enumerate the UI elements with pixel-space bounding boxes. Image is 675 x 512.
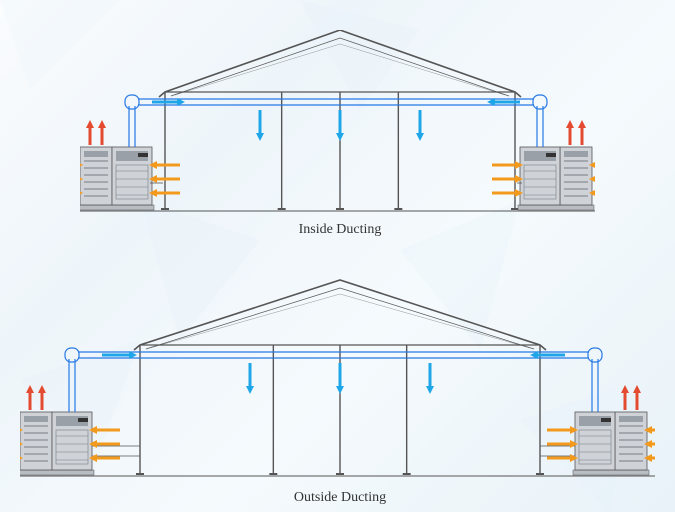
caption-inside: Inside Ducting: [240, 222, 440, 238]
diagram-inside: [80, 30, 595, 220]
diagram-canvas: Inside Ducting Outside Ducting: [0, 0, 675, 512]
panel-inside-ducting: [80, 30, 595, 220]
diagram-outside: [20, 275, 655, 485]
panel-outside-ducting: [20, 275, 655, 485]
caption-outside: Outside Ducting: [240, 490, 440, 506]
